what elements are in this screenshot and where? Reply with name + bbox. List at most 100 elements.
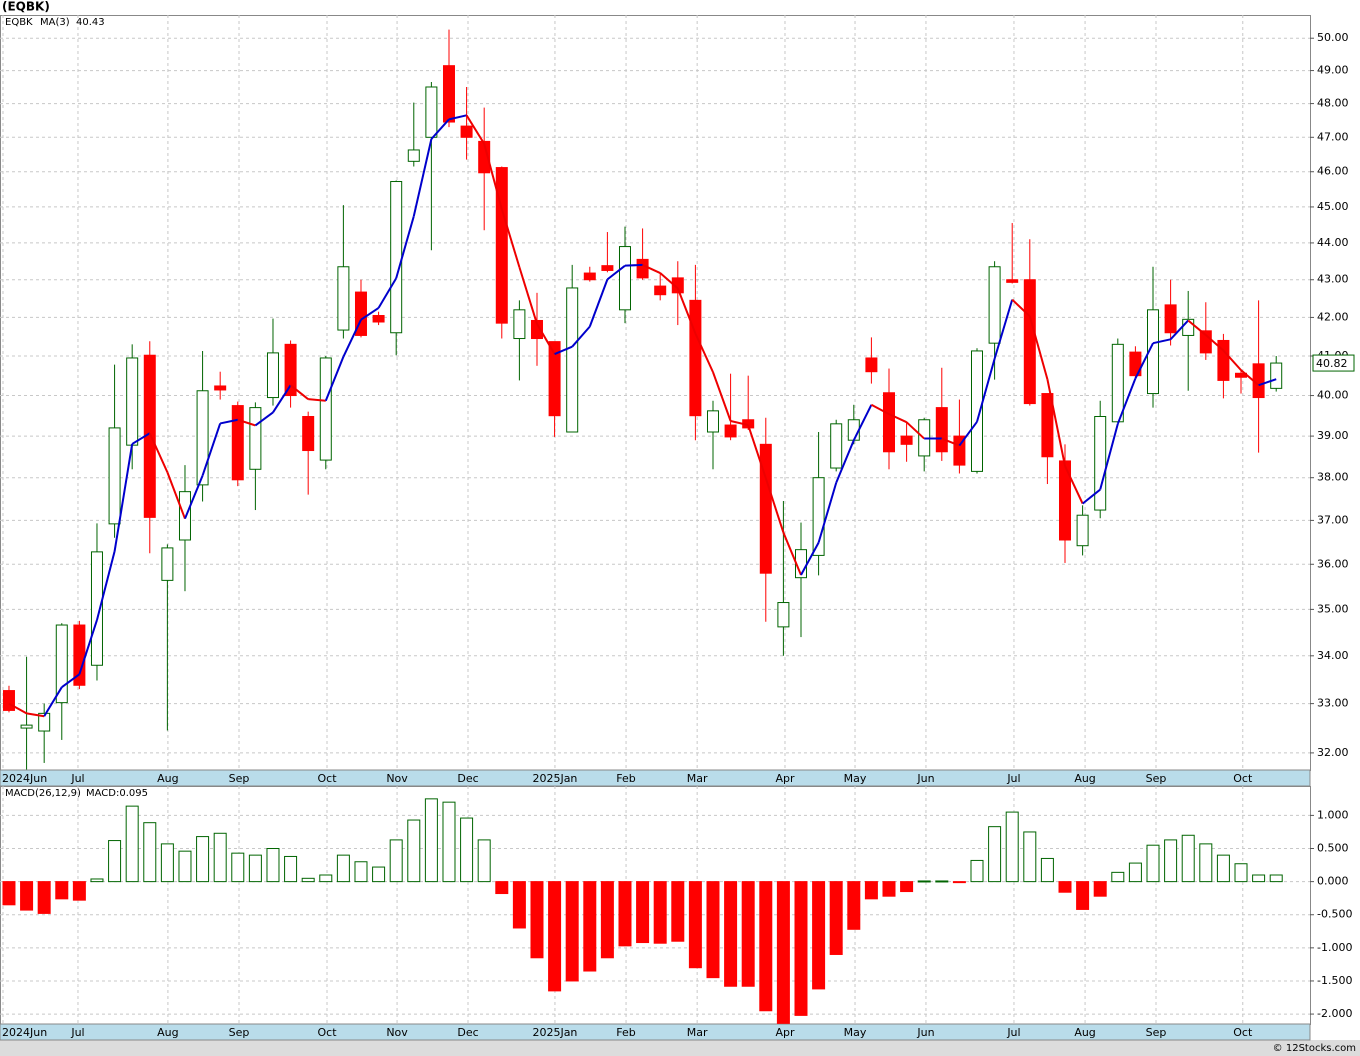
histogram-bar [618,881,632,947]
ma-line [272,384,292,413]
x-tick-label: Dec [457,1026,478,1039]
x-tick-label: 2025Jan [532,1026,577,1039]
histogram-bar [37,881,51,914]
candle-body [196,390,209,486]
histogram-bar [336,854,350,883]
chart-title: (EQBK) [2,0,50,14]
time-axis-band [0,1023,1311,1041]
histogram-bar [759,881,773,1012]
histogram-bar [407,819,421,883]
histogram-bar [864,881,878,900]
ma-line [606,264,626,281]
footer-band [0,1040,1360,1056]
ma-line [289,384,309,400]
x-tick-label: Mar [687,772,708,785]
x-tick-label: Aug [1074,772,1095,785]
histogram-bar [970,859,984,883]
candle-body [953,435,966,466]
histogram-bar [460,817,474,883]
candle-body [636,258,649,279]
ma-line [835,439,855,484]
histogram-bar [196,836,210,883]
candle-body [847,419,860,441]
ma-line [26,712,45,718]
y-tick-label: 49.00 [1317,64,1349,77]
ma-line [377,277,398,309]
candle-body [900,435,913,445]
x-tick-label: Nov [386,1026,408,1039]
y-tick-label: 47.00 [1317,130,1349,143]
y-tick-label: 38.00 [1317,471,1349,484]
histogram-bar [108,840,122,883]
ma-line [993,299,1014,360]
histogram-bar [160,843,174,883]
histogram-bar [636,881,650,944]
ma-line [201,423,222,476]
candle-body [214,385,227,391]
candle-body [319,357,332,461]
ma-line [360,307,380,321]
histogram-bar [389,839,403,883]
ma-line [1240,369,1260,386]
candle-body [812,477,825,556]
ma-line [1081,488,1101,505]
candle-body [1041,393,1054,458]
candle-body [601,265,614,271]
candle-body [1006,279,1019,283]
candle-body [354,291,367,336]
y-tick-label: 50.00 [1317,31,1349,44]
ma-line [676,287,697,334]
histogram-bar [653,881,667,944]
x-tick-label: Aug [1074,1026,1095,1039]
ma-line [43,686,63,717]
candle-body [530,319,543,340]
candle-body [302,416,315,452]
y-tick-label: 39.00 [1317,429,1349,442]
histogram-bar [1076,881,1090,910]
candle-body [372,315,385,323]
y-tick-label: 45.00 [1317,200,1349,213]
candle-body [654,285,667,296]
ma-line [624,263,643,267]
y-tick-label: 35.00 [1317,602,1349,615]
ma-line [554,345,573,355]
histogram-bar [284,855,298,883]
histogram-bar [1128,862,1142,883]
ma-line [712,371,732,422]
footer: © 12Stocks.com [1273,1043,1356,1054]
candle-body [284,343,297,397]
histogram-bar [988,826,1002,883]
histogram-bar [882,881,896,897]
histogram-bar [530,881,544,959]
candle-body [495,167,508,324]
y-tick-label: 48.00 [1317,97,1349,110]
plot-area [0,15,1311,771]
candle-body [337,266,350,331]
x-tick-label: 2024Jun [2,1026,47,1039]
ma-line [642,264,661,274]
histogram-bar [671,881,685,942]
histogram-bar [1005,811,1019,883]
histogram-bar [248,854,262,883]
time-axis-band [0,769,1311,787]
legend-entry: MACD(26,12,9) [5,788,81,799]
x-tick-label: May [844,772,867,785]
histogram-bar [301,877,315,883]
x-tick-label: Aug [157,772,178,785]
histogram-bar [424,798,438,883]
ma-line [148,432,169,473]
ma-line [747,424,767,479]
ma-line [465,114,486,145]
candle-body [759,443,772,574]
candle-body [618,246,631,311]
ma-line [1258,378,1277,387]
histogram-bar [90,878,104,883]
ma-line [8,702,28,715]
y-tick-label: 36.00 [1317,557,1349,570]
ma-line [78,619,98,675]
ma-line [905,421,925,440]
x-tick-label: 2025Jan [532,772,577,785]
y-tick-label: 40.00 [1317,389,1349,402]
y-tick-label: 37.00 [1317,513,1349,526]
ma-line [131,432,151,445]
